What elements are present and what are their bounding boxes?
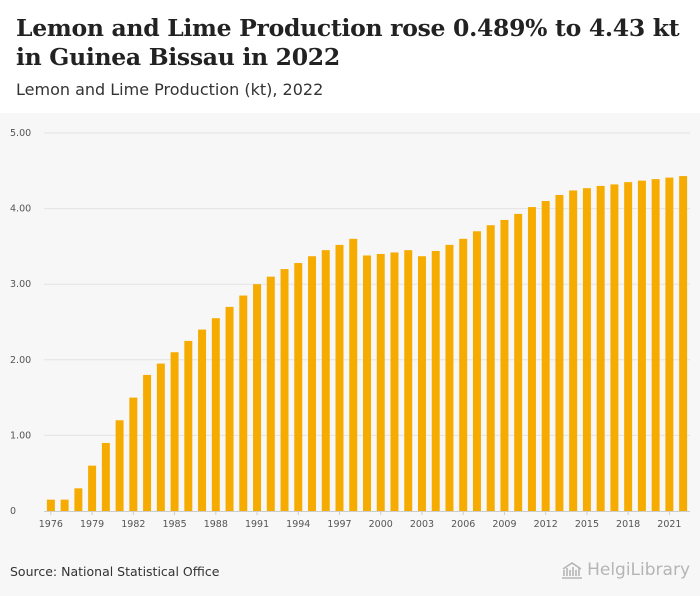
bar-1982[interactable] xyxy=(129,397,138,511)
x-tick-label: 1985 xyxy=(162,519,186,530)
bar-1995[interactable] xyxy=(308,256,317,511)
bar-2017[interactable] xyxy=(610,184,619,511)
bar-2022[interactable] xyxy=(679,176,688,511)
y-tick-label: 0 xyxy=(10,506,16,517)
x-tick-label: 2009 xyxy=(492,519,516,530)
chart-title: Lemon and Lime Production rose 0.489% to… xyxy=(16,14,680,71)
x-tick-label: 1991 xyxy=(245,519,269,530)
bar-2005[interactable] xyxy=(445,244,454,511)
bar-1998[interactable] xyxy=(349,238,358,511)
chart-subtitle: Lemon and Lime Production (kt), 2022 xyxy=(16,80,324,99)
bar-1988[interactable] xyxy=(211,318,220,511)
x-tick-label: 2015 xyxy=(575,519,599,530)
bar-1979[interactable] xyxy=(88,465,97,511)
y-tick-label: 4.00 xyxy=(10,204,31,215)
bar-2020[interactable] xyxy=(651,179,660,511)
x-tick-label: 1979 xyxy=(80,519,104,530)
bar-1999[interactable] xyxy=(363,255,371,511)
brand-name: HelgiLibrary xyxy=(587,560,690,580)
bar-1983[interactable] xyxy=(143,374,152,511)
bar-1978[interactable] xyxy=(74,488,83,511)
bar-2021[interactable] xyxy=(665,177,674,511)
bar-1997[interactable] xyxy=(335,244,344,511)
bar-1992[interactable] xyxy=(266,276,275,511)
bar-2002[interactable] xyxy=(404,250,413,511)
bar-2019[interactable] xyxy=(637,180,646,511)
bar-2013[interactable] xyxy=(555,194,564,511)
x-tick-label: 2000 xyxy=(369,519,393,530)
library-building-icon xyxy=(562,562,583,579)
bar-1990[interactable] xyxy=(239,295,248,511)
y-tick-label: 2.00 xyxy=(10,355,31,366)
bar-1976[interactable] xyxy=(46,499,55,511)
bar-2009[interactable] xyxy=(500,219,509,511)
bar-2003[interactable] xyxy=(417,256,426,511)
bar-1980[interactable] xyxy=(101,442,110,511)
bar-1987[interactable] xyxy=(198,329,207,511)
bar-1986[interactable] xyxy=(184,340,193,511)
bar-2001[interactable] xyxy=(390,252,399,511)
x-tick-label: 1988 xyxy=(204,519,228,530)
bar-2007[interactable] xyxy=(472,231,481,511)
x-tick-label: 2003 xyxy=(410,519,434,530)
x-tick-label: 2018 xyxy=(616,519,640,530)
source-note: Source: National Statistical Office xyxy=(10,564,220,579)
bar-1991[interactable] xyxy=(253,284,262,511)
bar-2004[interactable] xyxy=(431,250,440,511)
bar-1977[interactable] xyxy=(60,499,69,511)
y-tick-label: 5.00 xyxy=(10,128,31,139)
bar-2011[interactable] xyxy=(527,207,536,511)
bar-1994[interactable] xyxy=(294,263,303,511)
bar-1989[interactable] xyxy=(225,306,234,511)
bar-series xyxy=(46,176,688,512)
x-tick-label: 1982 xyxy=(121,519,145,530)
chart-header: Lemon and Lime Production rose 0.489% to… xyxy=(0,0,700,113)
y-tick-label: 1.00 xyxy=(10,430,31,441)
x-tick-label: 1994 xyxy=(286,519,310,530)
x-tick-label: 1997 xyxy=(327,519,351,530)
bar-1996[interactable] xyxy=(321,250,330,511)
bar-2014[interactable] xyxy=(569,190,578,511)
bar-2000[interactable] xyxy=(376,253,385,511)
bar-1985[interactable] xyxy=(170,352,179,511)
x-tick-label: 2021 xyxy=(657,519,681,530)
chart-footer: Source: National Statistical Office Helg… xyxy=(0,554,700,596)
bar-1984[interactable] xyxy=(156,363,165,511)
x-tick-label: 2012 xyxy=(534,519,558,530)
bar-2008[interactable] xyxy=(486,225,495,511)
bar-1993[interactable] xyxy=(280,269,289,511)
bar-2012[interactable] xyxy=(541,201,550,511)
brand-logo[interactable]: HelgiLibrary xyxy=(561,560,690,580)
bar-chart: 0 1.00 2.00 3.00 4.00 5.00 1976 1979 1982 1985 198… xyxy=(10,128,690,530)
bar-2010[interactable] xyxy=(514,213,523,511)
axes: 0 1.00 2.00 3.00 4.00 5.00 1976 1979 1982 1985 198… xyxy=(10,128,690,530)
x-tick-label: 1976 xyxy=(39,519,63,530)
y-tick-label: 3.00 xyxy=(10,279,31,290)
bar-2018[interactable] xyxy=(624,182,633,511)
bar-2015[interactable] xyxy=(582,188,591,511)
x-tick-label: 2006 xyxy=(451,519,475,530)
bar-2006[interactable] xyxy=(459,238,468,511)
bar-1981[interactable] xyxy=(115,420,124,511)
bar-2016[interactable] xyxy=(596,185,605,512)
